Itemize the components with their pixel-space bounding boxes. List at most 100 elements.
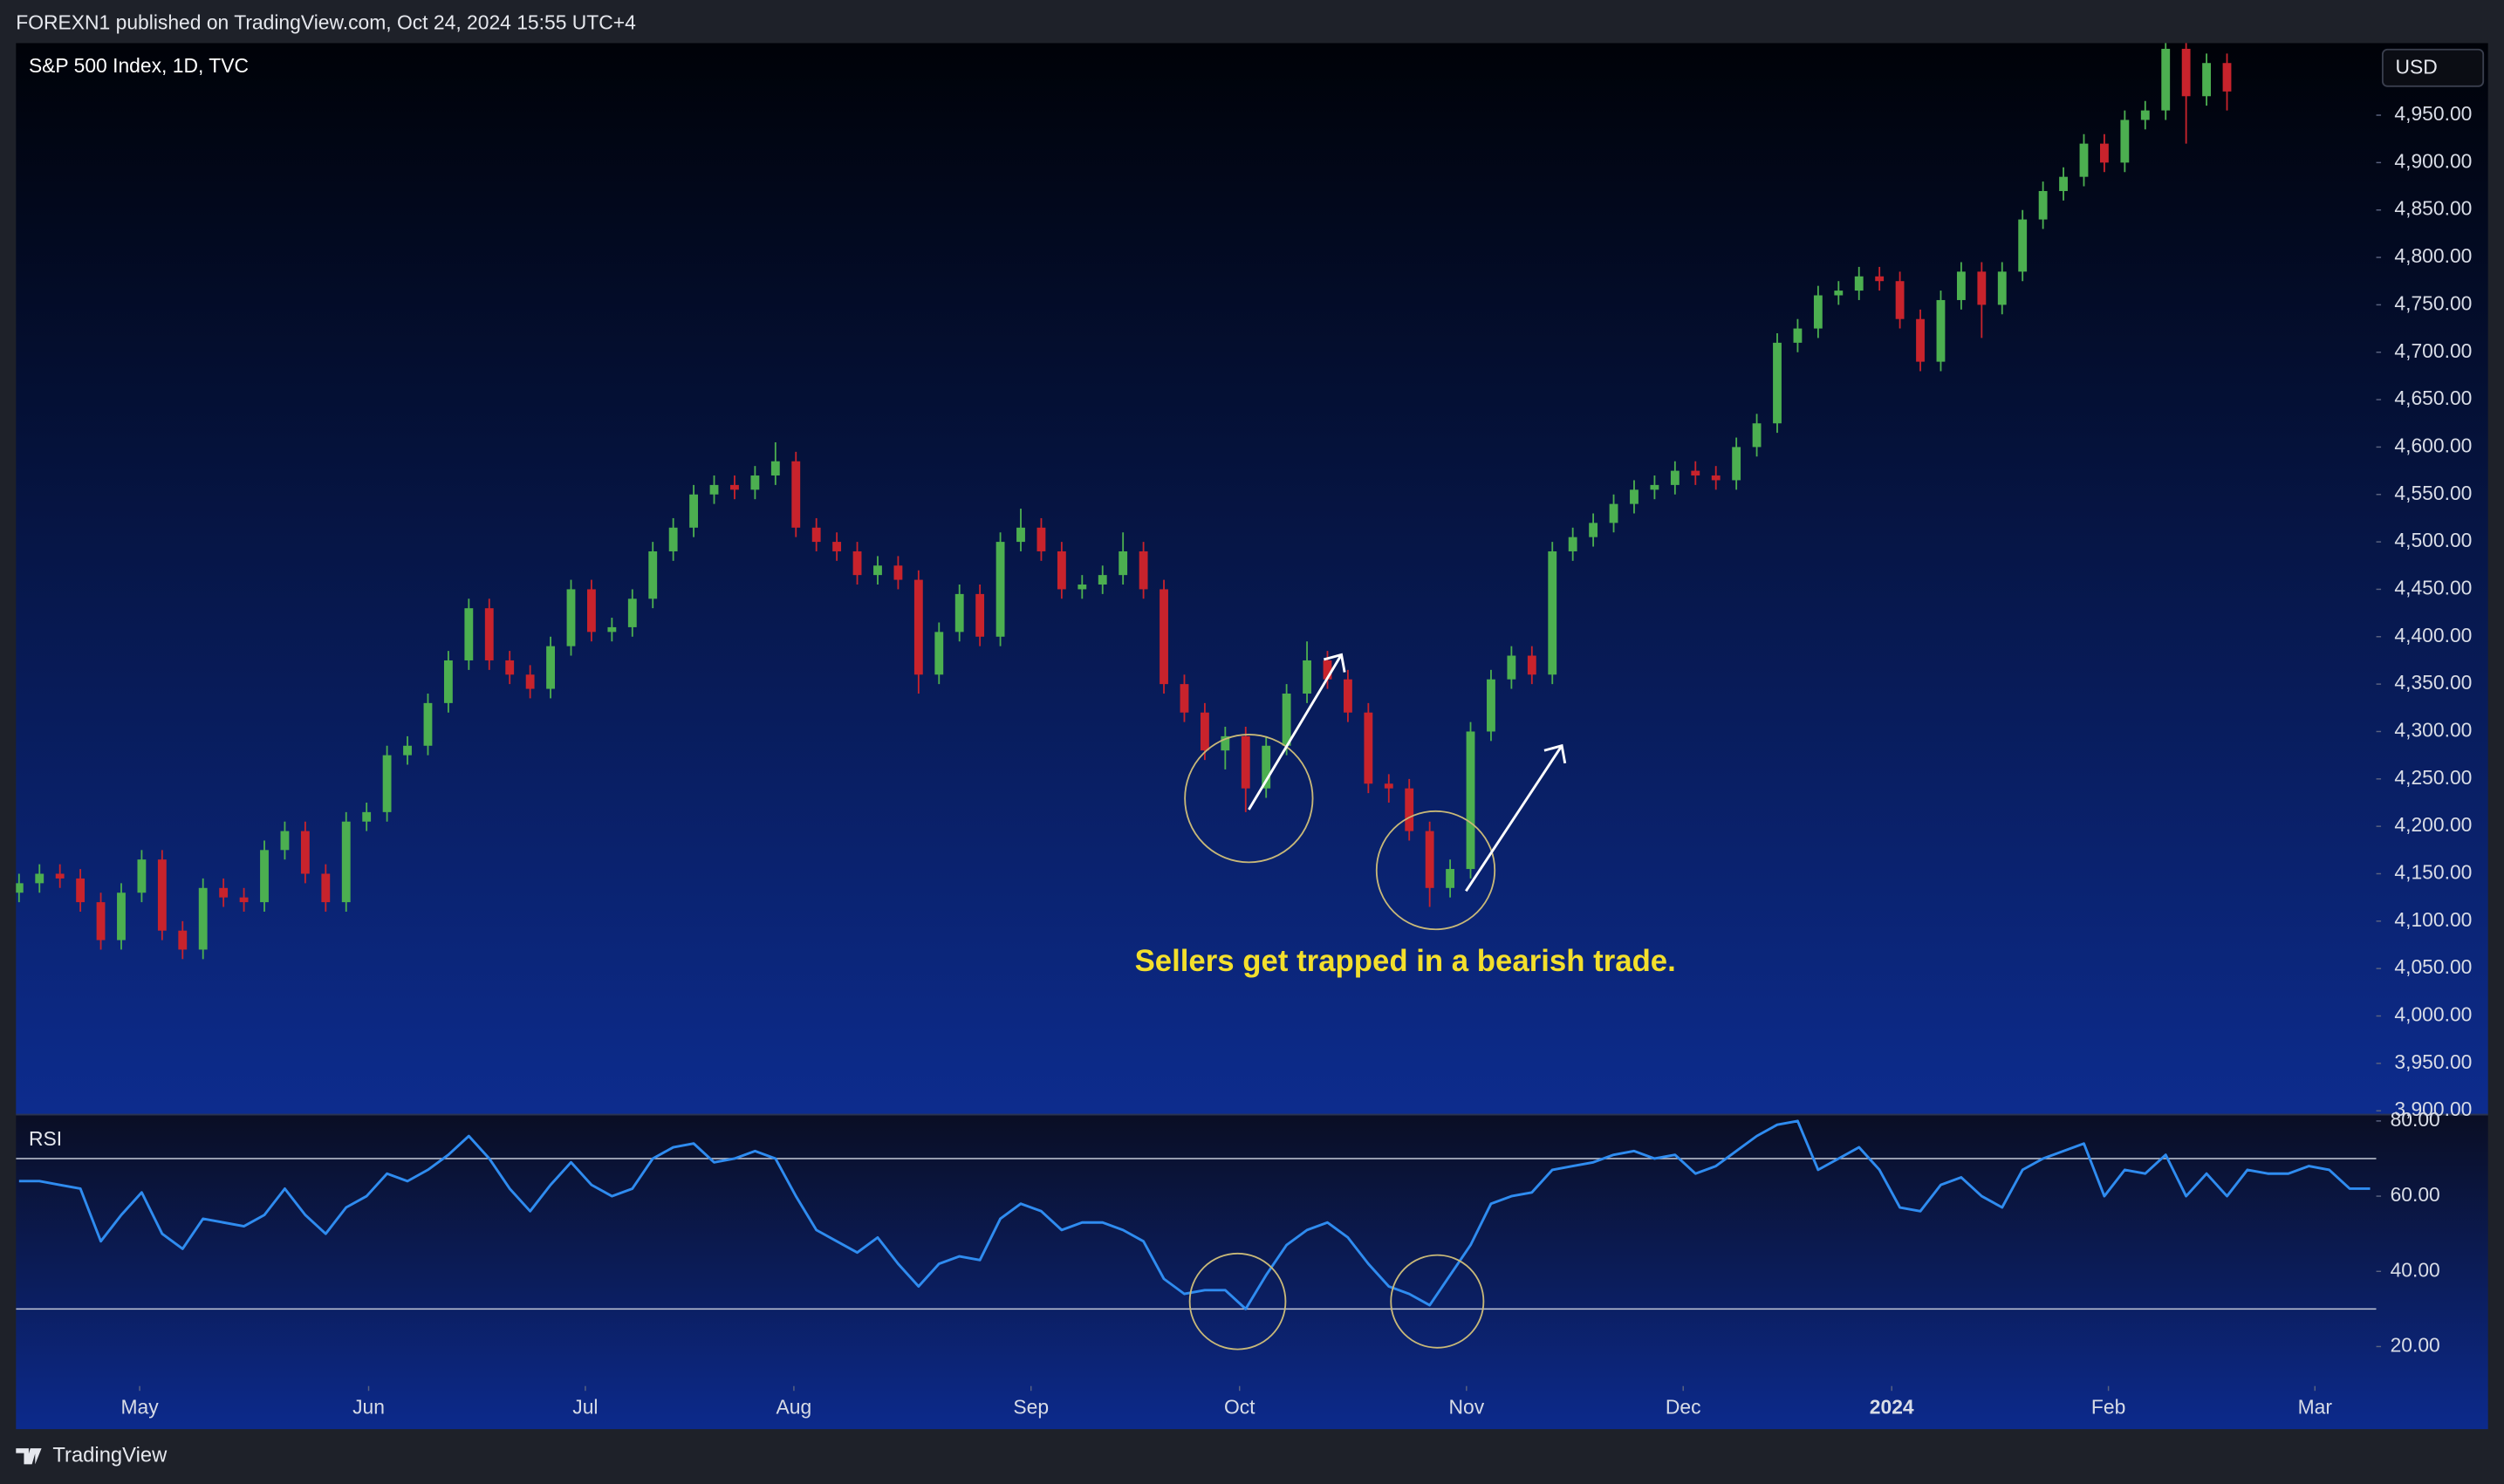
candle-body (1691, 470, 1700, 476)
candle-body (505, 660, 515, 675)
y-tick-label: 4,200.00 (2394, 813, 2472, 836)
y-tick-label: 4,450.00 (2394, 576, 2472, 598)
rsi-y-tick-label: 20.00 (2391, 1334, 2440, 1357)
candle-body (1364, 712, 1373, 784)
candle-body (2059, 176, 2068, 191)
candle-body (1221, 735, 1230, 751)
x-tick-label: Nov (1449, 1395, 1485, 1418)
candle-body (219, 887, 229, 898)
candle-body (1119, 551, 1128, 576)
candle-body (1670, 470, 1680, 485)
candle-body (1282, 693, 1291, 746)
highlight-circle (1390, 1254, 1485, 1349)
candle-body (260, 850, 269, 903)
rsi-line (18, 1119, 2371, 1310)
y-tick-label: 4,000.00 (2394, 1003, 2472, 1026)
candle-body (178, 930, 188, 950)
y-tick-label: 4,850.00 (2394, 197, 2472, 220)
x-tick-label: Sep (1013, 1395, 1049, 1418)
candle-body (76, 878, 86, 903)
candle-body (2038, 190, 2048, 220)
candle-body (975, 593, 985, 637)
rsi-y-tick-label: 60.00 (2391, 1183, 2440, 1206)
arrow (1248, 653, 1346, 810)
x-tick-label: May (120, 1395, 159, 1418)
y-tick-label: 4,050.00 (2394, 955, 2472, 978)
annotation-text: Sellers get trapped in a bearish trade. (1135, 945, 1676, 978)
y-tick-label: 4,100.00 (2394, 908, 2472, 931)
candle-body (157, 859, 167, 931)
candle-body (1466, 731, 1475, 870)
y-tick-label: 4,650.00 (2394, 386, 2472, 409)
candle-body (1200, 712, 1209, 751)
candle-body (382, 755, 392, 812)
candle-body (913, 579, 923, 675)
y-tick-label: 4,400.00 (2394, 624, 2472, 646)
x-tick-label: Aug (777, 1395, 812, 1418)
y-tick-label: 4,500.00 (2394, 529, 2472, 551)
candle-body (2140, 110, 2150, 120)
candle-body (2181, 48, 2191, 97)
footer-logo (16, 1448, 42, 1465)
candle-body (832, 542, 842, 551)
candle-body (893, 565, 903, 580)
header-text: FOREXN1 published on TradingView.com, Oc… (16, 11, 636, 34)
y-tick-label: 4,300.00 (2394, 719, 2472, 742)
x-tick-label: Oct (1224, 1395, 1255, 1418)
candle-body (587, 589, 596, 633)
candle-body (1589, 523, 1598, 537)
candle-body (300, 831, 310, 874)
price-pane (16, 43, 2488, 1115)
candle-body (464, 608, 474, 660)
candle-body (443, 660, 453, 703)
candle-body (137, 859, 147, 893)
candle-body (96, 902, 106, 940)
y-tick-label: 4,800.00 (2394, 244, 2472, 267)
highlight-circle (1188, 1252, 1287, 1351)
candle-body (1875, 276, 1885, 282)
currency-label[interactable]: USD (2396, 56, 2438, 79)
candle-body (1425, 831, 1434, 888)
rsi-y-tick-label: 80.00 (2391, 1108, 2440, 1131)
candle-body (1180, 684, 1189, 713)
candle-body (280, 831, 290, 851)
candle-body (1344, 679, 1352, 713)
candle-body (995, 542, 1005, 637)
y-tick-label: 3,900.00 (2394, 1098, 2472, 1120)
candle-body (648, 551, 658, 599)
candle-body (668, 527, 678, 551)
candle-body (1527, 655, 1536, 675)
candle-body (2222, 63, 2232, 92)
highlight-circle (1184, 734, 1314, 864)
y-tick-label: 4,750.00 (2394, 291, 2472, 314)
candle-body (750, 475, 760, 490)
y-tick-label: 4,950.00 (2394, 102, 2472, 125)
candle-body (1036, 527, 1046, 551)
candle-body (1732, 447, 1741, 481)
candle-body (1773, 342, 1782, 424)
candle-body (1098, 575, 1107, 585)
candle-body (1609, 503, 1618, 523)
candle-body (1630, 489, 1639, 504)
footer-brand: TradingView (52, 1444, 168, 1467)
candle-body (2018, 219, 2028, 272)
candle-body (709, 484, 719, 495)
candle-body (811, 527, 821, 543)
x-tick-label: Mar (2298, 1395, 2333, 1418)
currency-box[interactable] (2381, 48, 2485, 87)
candle-body (607, 626, 617, 633)
candle-body (1834, 291, 1844, 296)
x-tick-label: Feb (2091, 1395, 2125, 1418)
symbol-title: S&P 500 Index, 1D, TVC (29, 54, 249, 77)
y-tick-label: 4,250.00 (2394, 766, 2472, 789)
candle-body (2120, 120, 2130, 163)
highlight-circle (1375, 810, 1496, 931)
candle-body (198, 887, 208, 950)
candle-body (1016, 527, 1025, 543)
y-tick-label: 4,150.00 (2394, 861, 2472, 884)
candle-body (1160, 589, 1168, 685)
candle-body (525, 674, 535, 689)
candle-body (362, 811, 372, 822)
candle-body (2079, 143, 2089, 177)
